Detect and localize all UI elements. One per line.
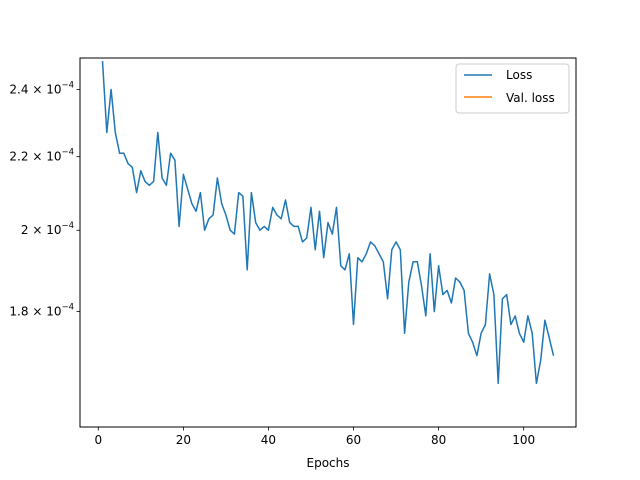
legend-box [455,63,570,114]
x-tick-label: 60 [346,433,361,447]
x-tick-label: 100 [512,433,535,447]
y-tick-label: 2 × 10−4 [21,221,74,237]
x-tick-label: 80 [431,433,446,447]
y-tick-label: 1.8 × 10−4 [9,303,74,319]
x-tick-label: 0 [94,433,102,447]
axes-frame [79,57,577,428]
x-axis-label: Epochs [307,456,350,470]
plot-area [101,61,555,385]
legend-label-loss: Loss [506,68,532,82]
legend-label-val-loss: Val. loss [506,91,555,105]
y-axis: 1.8 × 10−4 2 × 10−4 2.2 × 10−4 2.4 × 10−4 [9,81,80,319]
x-tick-label: 40 [261,433,276,447]
x-axis: 0 20 40 60 80 100 [94,427,535,447]
legend: Loss Val. loss [455,63,570,114]
series-line-loss [101,61,555,385]
x-tick-label: 20 [176,433,191,447]
y-tick-label: 2.2 × 10−4 [9,148,74,164]
y-tick-label: 2.4 × 10−4 [9,81,74,97]
